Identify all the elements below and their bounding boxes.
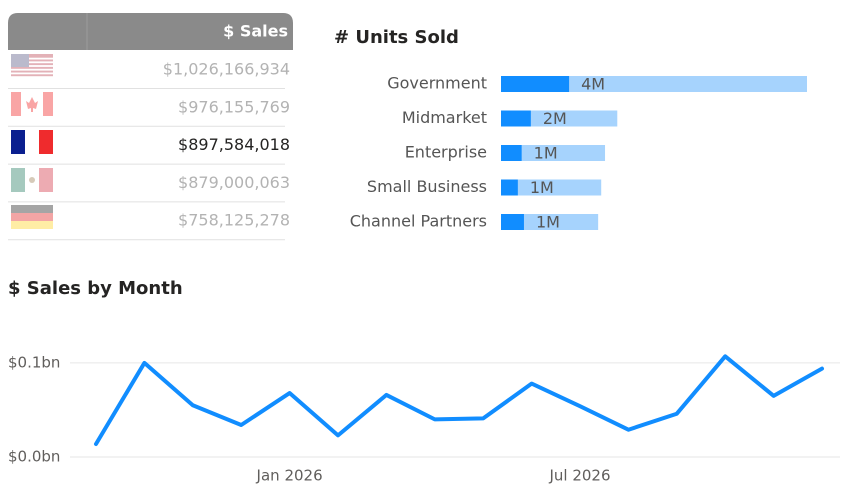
- flag-us: [11, 54, 53, 78]
- flag-germany: [11, 205, 53, 229]
- sales-cell: $1,026,166,934: [163, 60, 290, 79]
- sales-line: [94, 354, 824, 447]
- x-tick-label: Jul 2026: [548, 467, 610, 485]
- sales-cell: $976,155,769: [178, 97, 290, 116]
- data-label: 1M: [530, 178, 554, 197]
- bar: [501, 214, 599, 230]
- bar: [501, 76, 807, 92]
- bar: [501, 214, 524, 230]
- category-label: Government: [387, 74, 487, 93]
- bar: [501, 145, 522, 161]
- x-tick-label: Jan 2026: [256, 467, 323, 485]
- data-label: 1M: [536, 213, 560, 232]
- bar: [501, 76, 570, 92]
- line-chart-title: $ Sales by Month: [8, 278, 183, 299]
- category-label: Small Business: [367, 177, 487, 196]
- data-label: 1M: [534, 144, 558, 163]
- category-label: Midmarket: [402, 108, 487, 127]
- bar-chart-title: # Units Sold: [334, 27, 459, 48]
- sales-cell: $758,125,278: [178, 211, 290, 230]
- bar: [501, 110, 531, 127]
- data-label: 2M: [543, 109, 567, 128]
- category-label: Enterprise: [405, 143, 487, 162]
- y-tick-label: $0.1bn: [8, 353, 60, 371]
- flag-france: [11, 130, 53, 154]
- bar: [501, 179, 602, 196]
- table-header: [8, 13, 293, 50]
- bar: [501, 179, 518, 196]
- sales-cell: $879,000,063: [178, 173, 290, 192]
- flag-mexico: [11, 168, 53, 192]
- bar: [501, 145, 606, 161]
- header-sales: $ Sales: [223, 22, 288, 41]
- flag-canada: [11, 92, 53, 116]
- table-body: $1,026,166,934 $976,155,769 $897,584,018 $8…: [8, 60, 290, 241]
- y-tick-label: $0.0bn: [8, 448, 60, 466]
- category-label: Channel Partners: [350, 212, 487, 231]
- data-label: 4M: [581, 75, 605, 94]
- sales-cell: $897,584,018: [178, 135, 290, 154]
